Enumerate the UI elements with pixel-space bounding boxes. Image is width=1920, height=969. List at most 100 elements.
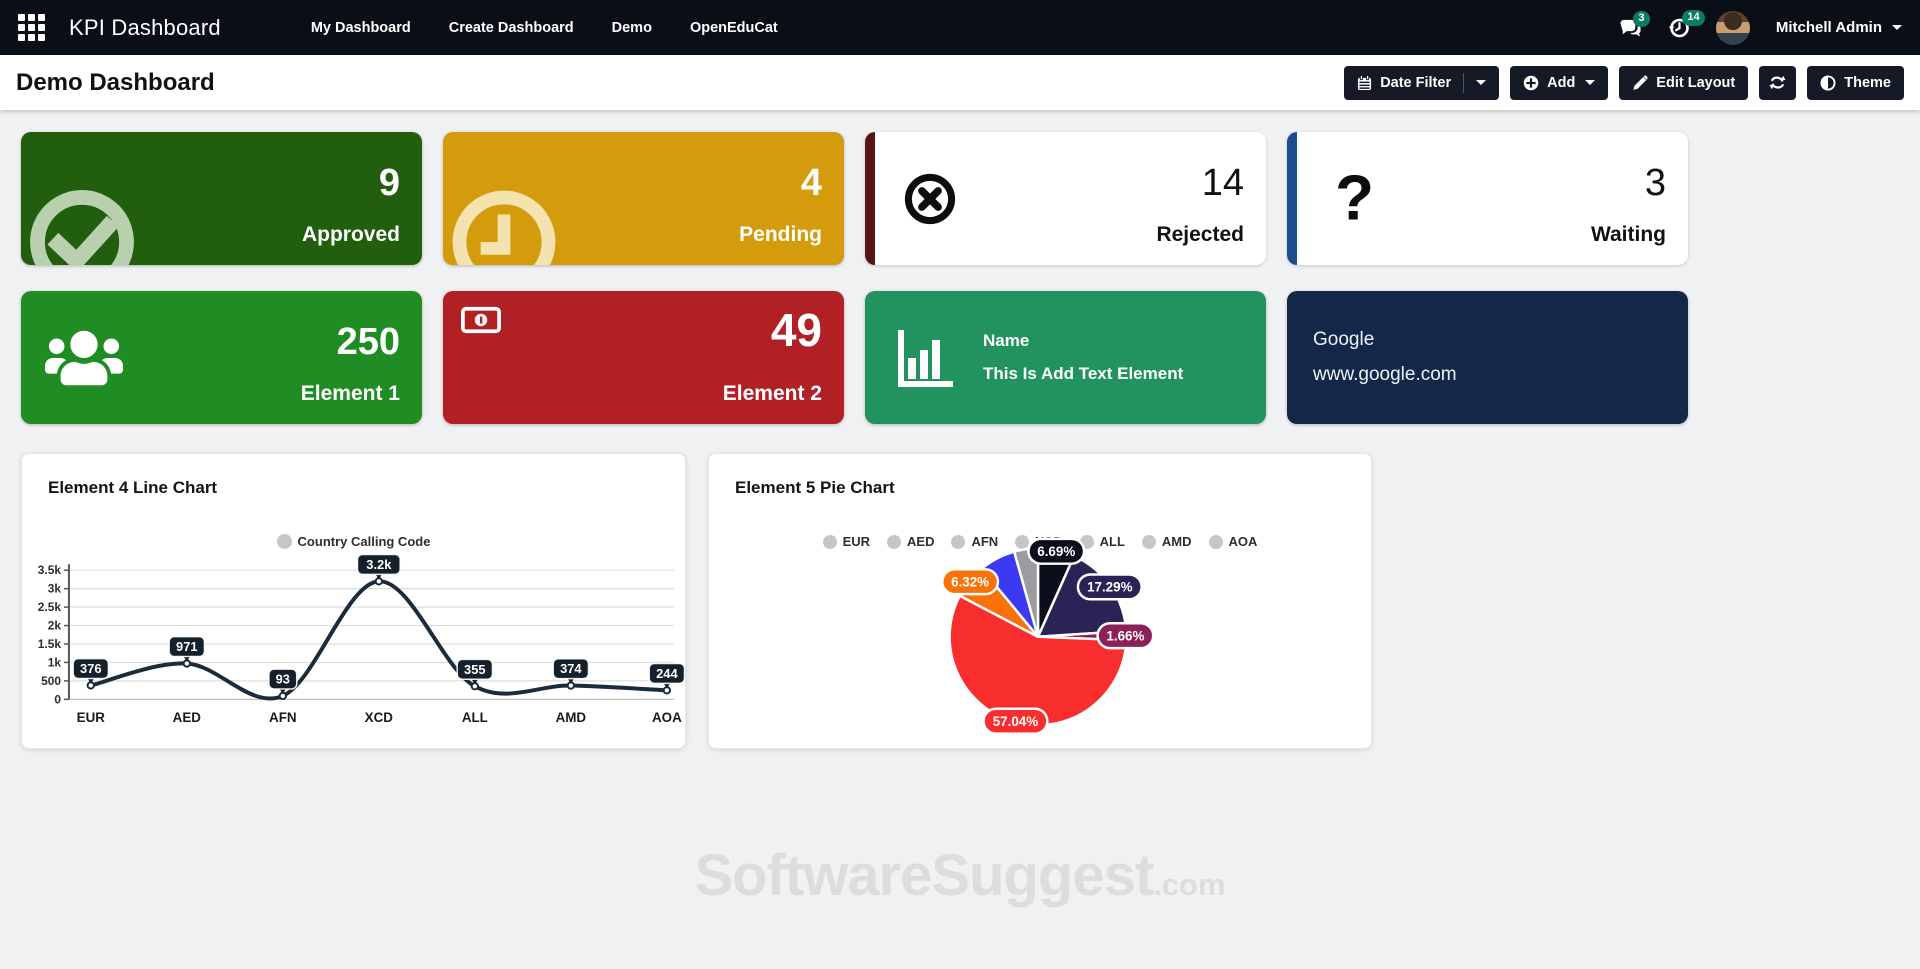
charts-row: Element 4 Line Chart Country Calling Cod… <box>21 453 1372 749</box>
times-circle-icon <box>904 173 956 224</box>
calendar-icon <box>1358 74 1372 90</box>
kpi-card-rejected[interactable]: 14 Rejected <box>865 132 1266 265</box>
svg-text:2.5k: 2.5k <box>38 600 62 614</box>
svg-text:500: 500 <box>41 674 61 688</box>
svg-text:374: 374 <box>560 661 582 676</box>
pie-legend-item-aed[interactable]: AED <box>887 534 934 549</box>
legend-dot-icon <box>951 534 966 549</box>
nav-item-create-dashboard[interactable]: Create Dashboard <box>448 19 574 36</box>
watermark-suffix: .com <box>1153 867 1226 902</box>
svg-text:AMD: AMD <box>556 710 587 725</box>
refresh-button[interactable] <box>1759 65 1797 100</box>
kpi-value: 250 <box>336 321 400 363</box>
legend-label: AED <box>907 534 935 549</box>
legend-item-country-calling-code[interactable]: Country Calling Code <box>276 534 431 549</box>
svg-text:3k: 3k <box>48 582 62 596</box>
line-chart-title: Element 4 Line Chart <box>48 478 218 497</box>
svg-text:XCD: XCD <box>365 710 394 725</box>
users-icon <box>45 330 123 385</box>
svg-text:17.29%: 17.29% <box>1087 580 1133 595</box>
pie-chart[interactable]: 6.69% 17.29% 1.66% 57.04% 6.32% <box>709 454 1371 748</box>
svg-text:AFN: AFN <box>269 710 297 725</box>
legend-dot-icon <box>1015 534 1030 549</box>
watermark-text: SoftwareSuggest <box>694 843 1154 908</box>
theme-button[interactable]: Theme <box>1807 65 1904 100</box>
kpi-card-pending[interactable]: 4 Pending <box>443 132 844 265</box>
svg-text:6.69%: 6.69% <box>1037 544 1075 559</box>
watermark: SoftwareSuggest.com <box>694 842 1225 909</box>
pie-legend-item-aoa[interactable]: AOA <box>1208 534 1258 549</box>
svg-text:57.04%: 57.04% <box>993 714 1039 729</box>
apps-grid-icon[interactable] <box>18 14 45 41</box>
kpi-card-grid: 9 Approved 4 Pending 14 Rejected ? 3 Wai… <box>21 132 1688 424</box>
kpi-card-element2[interactable]: 49 Element 2 <box>443 291 844 424</box>
kpi-card-text-element[interactable]: Name This Is Add Text Element <box>865 291 1266 424</box>
pie-legend-item-afn[interactable]: AFN <box>951 534 998 549</box>
svg-text:AED: AED <box>173 710 202 725</box>
pie-legend-item-eur[interactable]: EUR <box>822 534 870 549</box>
kpi-card-link-element[interactable]: Google www.google.com <box>1287 291 1688 424</box>
text-element-name: Name <box>983 331 1030 350</box>
page-header: Demo Dashboard Date Filter Add <box>0 55 1920 110</box>
header-actions: Date Filter Add Edit Layout <box>1344 65 1904 100</box>
adjust-half-circle-icon <box>1820 74 1836 91</box>
line-chart[interactable]: 0 500 1k 1.5k 2k 2.5k 3k 3.5k EUR AED AFN XCD ALL AMD… <box>22 454 685 748</box>
svg-text:1.66%: 1.66% <box>1106 628 1144 643</box>
messages-badge: 3 <box>1632 10 1650 27</box>
kpi-value: 4 <box>800 162 822 204</box>
date-filter-label: Date Filter <box>1380 74 1452 91</box>
kpi-label: Element 1 <box>300 382 400 405</box>
legend-dot-icon <box>1208 534 1223 549</box>
pie-legend-item-amd[interactable]: AMD <box>1141 534 1192 549</box>
svg-text:AOA: AOA <box>652 710 682 725</box>
bar-chart-icon <box>898 329 953 387</box>
kpi-label: Pending <box>739 223 822 246</box>
legend-label: AFN <box>971 534 999 549</box>
svg-text:971: 971 <box>176 639 198 654</box>
line-chart-legend: Country Calling Code <box>22 534 685 549</box>
user-avatar <box>1715 10 1750 45</box>
nav-item-openeducat[interactable]: OpenEduCat <box>689 19 778 36</box>
add-button[interactable]: Add <box>1510 65 1609 100</box>
edit-layout-label: Edit Layout <box>1656 74 1736 91</box>
kpi-card-approved[interactable]: 9 Approved <box>21 132 422 265</box>
pencil-icon <box>1633 75 1648 90</box>
user-menu-label[interactable]: Mitchell Admin <box>1776 19 1902 36</box>
legend-label: ALL <box>1099 534 1125 549</box>
legend-dot-icon <box>1141 534 1156 549</box>
legend-dot-icon <box>276 534 292 549</box>
user-name: Mitchell Admin <box>1775 19 1882 36</box>
date-filter-caret[interactable] <box>1463 72 1487 93</box>
nav-item-my-dashboard[interactable]: My Dashboard <box>310 19 411 36</box>
svg-text:2k: 2k <box>48 619 62 633</box>
pie-chart-title: Element 5 Pie Chart <box>735 478 895 497</box>
legend-label: AOA <box>1228 534 1258 549</box>
top-navbar: KPI Dashboard My Dashboard Create Dashbo… <box>0 0 1920 55</box>
kpi-value: 14 <box>1201 162 1244 204</box>
link-url[interactable]: www.google.com <box>1313 364 1457 385</box>
kpi-label: Approved <box>301 223 400 246</box>
plus-circle-icon <box>1523 75 1539 90</box>
money-bill-icon <box>461 306 501 334</box>
legend-dot-icon <box>887 534 902 549</box>
legend-label: Country Calling Code <box>297 534 431 549</box>
kpi-value: 49 <box>770 304 822 356</box>
legend-dot-icon <box>822 534 837 549</box>
navbar-right: 3 14 Mitchell Admin <box>1619 9 1902 45</box>
svg-text:376: 376 <box>80 661 102 676</box>
svg-text:3.2k: 3.2k <box>366 557 392 572</box>
clock-icon <box>452 190 556 265</box>
svg-text:ALL: ALL <box>462 710 488 725</box>
kpi-card-waiting[interactable]: ? 3 Waiting <box>1287 132 1688 265</box>
svg-text:EUR: EUR <box>77 710 106 725</box>
app-brand[interactable]: KPI Dashboard <box>69 14 221 40</box>
edit-layout-button[interactable]: Edit Layout <box>1619 65 1749 100</box>
activities-button[interactable]: 14 <box>1668 9 1706 39</box>
messages-button[interactable]: 3 <box>1619 10 1650 38</box>
date-filter-button[interactable]: Date Filter <box>1344 65 1500 100</box>
user-menu[interactable] <box>1715 10 1750 45</box>
nav-item-demo[interactable]: Demo <box>611 19 652 36</box>
comments-icon <box>1620 19 1641 37</box>
kpi-label: Rejected <box>1156 223 1244 246</box>
kpi-card-element1[interactable]: 250 Element 1 <box>21 291 422 424</box>
